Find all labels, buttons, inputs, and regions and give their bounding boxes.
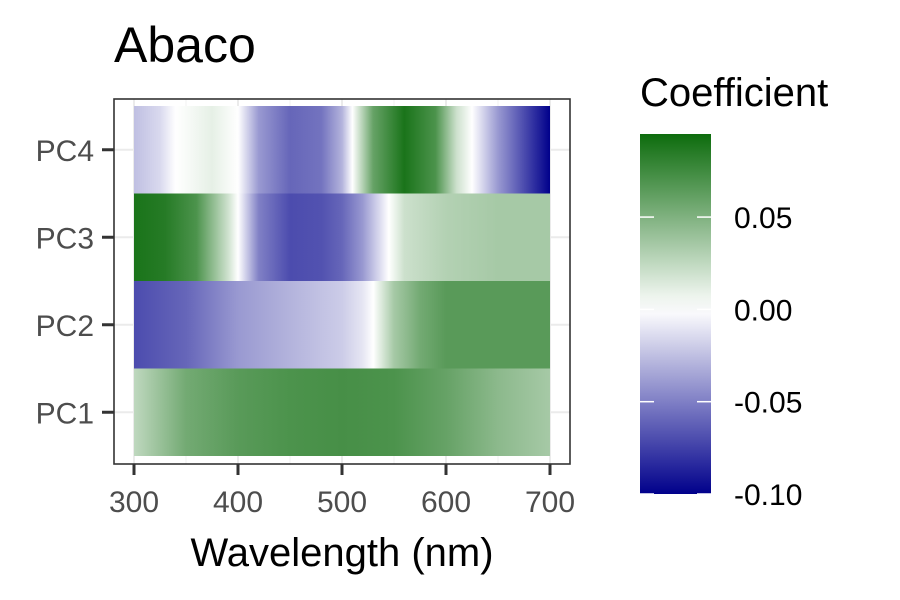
legend-label: -0.05 bbox=[734, 387, 802, 420]
legend-label: 0.05 bbox=[734, 202, 792, 235]
heatmap-row-pc3 bbox=[134, 193, 550, 281]
y-tick-label: PC1 bbox=[36, 397, 94, 430]
x-tick-label: 600 bbox=[421, 486, 471, 519]
heatmap-row-pc2 bbox=[134, 281, 550, 369]
x-axis-title: Wavelength (nm) bbox=[190, 531, 493, 575]
heatmap-rows bbox=[134, 106, 550, 456]
y-tick-label: PC2 bbox=[36, 310, 94, 343]
x-tick-label: 700 bbox=[525, 486, 575, 519]
legend-title: Coefficient bbox=[640, 71, 828, 115]
heatmap-row-pc4 bbox=[134, 106, 550, 194]
legend-colorbar bbox=[640, 134, 711, 494]
x-tick-label: 500 bbox=[317, 486, 367, 519]
x-tick-label: 300 bbox=[109, 486, 159, 519]
y-tick-label: PC4 bbox=[36, 135, 94, 168]
legend-label: 0.00 bbox=[734, 294, 792, 327]
chart-title: Abaco bbox=[114, 17, 256, 73]
y-axis: PC1 PC2 PC3 PC4 bbox=[36, 135, 114, 430]
x-axis: 300 400 500 600 700 bbox=[109, 464, 575, 519]
legend-label: -0.10 bbox=[734, 479, 802, 512]
y-tick-label: PC3 bbox=[36, 222, 94, 255]
x-tick-label: 400 bbox=[213, 486, 263, 519]
legend-ticks: -0.10 -0.05 0.00 0.05 bbox=[640, 202, 802, 512]
heatmap-row-pc1 bbox=[134, 368, 550, 456]
